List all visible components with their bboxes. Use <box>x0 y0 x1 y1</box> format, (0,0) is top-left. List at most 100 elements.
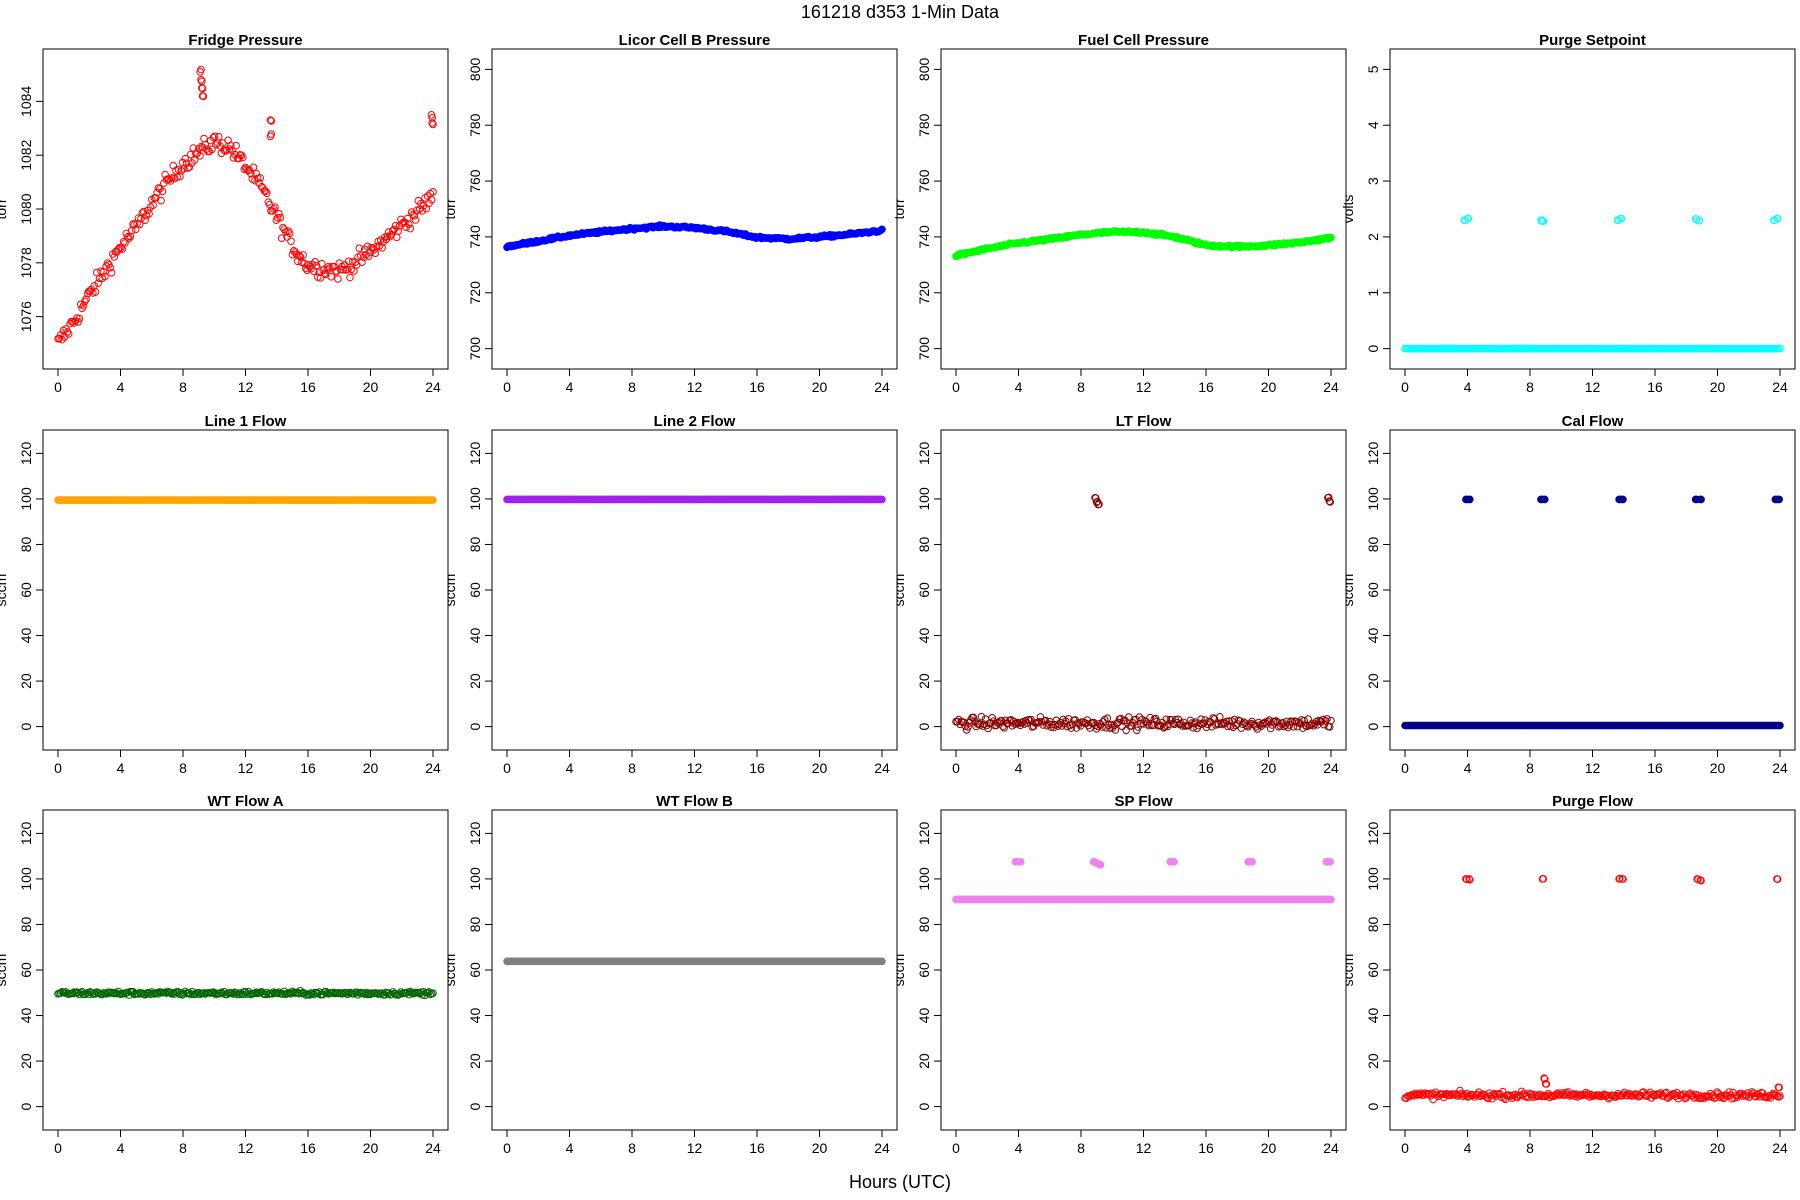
x-tick-label: 16 <box>1198 760 1214 776</box>
x-axis-title: Hours (UTC) <box>849 1172 951 1192</box>
y-axis-label: sccm <box>891 954 907 987</box>
y-tick-label: 0 <box>467 1103 483 1111</box>
y-axis-label: torr <box>442 198 458 219</box>
data-point <box>275 209 283 218</box>
data-point <box>1619 495 1627 504</box>
y-tick-label: 1078 <box>18 247 34 278</box>
y-tick-label: 100 <box>467 867 483 891</box>
data-point <box>300 259 309 268</box>
y-tick-label: 760 <box>467 169 483 193</box>
data-point <box>197 76 205 84</box>
data-point <box>162 176 171 184</box>
data-point <box>1695 216 1704 225</box>
data-point <box>284 227 293 236</box>
y-tick-label: 100 <box>467 487 483 511</box>
data-point <box>118 245 127 253</box>
data-point <box>64 330 73 338</box>
data-point <box>261 187 270 196</box>
chart-panel: SP Flow sccm 0 4 8 12 16 20 24 0 20 40 60 80 100 120 <box>891 793 1347 1156</box>
y-tick-label: 80 <box>18 916 34 932</box>
data-series <box>952 493 1335 735</box>
data-point <box>73 314 81 322</box>
data-point <box>1776 344 1784 353</box>
data-series <box>503 957 886 966</box>
data-point <box>141 216 149 224</box>
data-point <box>346 273 354 282</box>
chart-panel: WT Flow B sccm 0 4 8 12 16 20 24 0 20 40 60 80 100 120 <box>442 793 898 1156</box>
data-series <box>1401 495 1784 730</box>
data-point <box>383 232 392 241</box>
x-tick-label: 12 <box>1136 760 1152 776</box>
x-tick-label: 24 <box>1323 1140 1339 1156</box>
data-point <box>173 173 181 181</box>
chart-panel: Purge Flow sccm 0 4 8 12 16 20 24 0 20 40 60 80 100 120 <box>1340 793 1796 1156</box>
y-tick-label: 100 <box>916 487 932 511</box>
chart-panel: Fridge Pressure torr 0 4 8 12 16 20 24 1076 1078 10… <box>0 32 449 395</box>
y-tick-label: 120 <box>18 441 34 465</box>
data-point <box>878 225 886 234</box>
y-tick-label: 20 <box>467 673 483 689</box>
x-tick-label: 20 <box>363 379 379 395</box>
x-tick-label: 16 <box>1647 760 1663 776</box>
data-point <box>212 141 220 149</box>
data-point <box>220 146 228 154</box>
data-point <box>266 116 275 124</box>
y-tick-label: 80 <box>916 916 932 932</box>
data-point <box>304 261 313 269</box>
panel-title: Purge Setpoint <box>1539 32 1646 49</box>
y-tick-label: 60 <box>916 962 932 978</box>
panel-title: Line 1 Flow <box>205 413 287 430</box>
data-point <box>1775 495 1783 504</box>
y-tick-label: 20 <box>18 673 34 689</box>
y-tick-label: 0 <box>467 723 483 731</box>
x-tick-label: 24 <box>1772 760 1788 776</box>
data-point <box>201 140 210 149</box>
x-tick-label: 8 <box>1526 379 1534 395</box>
data-point <box>423 192 432 200</box>
y-tick-label: 100 <box>18 487 34 511</box>
data-point <box>1017 858 1025 866</box>
x-tick-label: 20 <box>1261 379 1277 395</box>
x-tick-label: 20 <box>1261 760 1277 776</box>
data-point <box>390 225 399 234</box>
x-tick-label: 8 <box>179 1140 187 1156</box>
data-point <box>350 267 358 275</box>
data-point <box>94 279 102 288</box>
data-point <box>249 163 258 172</box>
data-point <box>193 149 202 158</box>
x-tick-label: 0 <box>952 379 960 395</box>
data-point <box>355 244 364 252</box>
data-point <box>240 165 248 174</box>
data-point <box>121 239 129 247</box>
y-tick-label: 40 <box>18 1008 34 1024</box>
data-point <box>315 268 324 277</box>
x-tick-label: 16 <box>1647 379 1663 395</box>
data-series <box>503 221 886 252</box>
data-point <box>245 166 254 174</box>
y-tick-label: 60 <box>1365 582 1381 598</box>
data-point <box>135 220 144 229</box>
chart-panel: Line 1 Flow sccm 0 4 8 12 16 20 24 0 20 40 60 80 100 12… <box>0 413 449 776</box>
x-tick-label: 16 <box>749 1140 765 1156</box>
y-tick-label: 120 <box>916 441 932 465</box>
data-point <box>255 179 263 187</box>
y-tick-label: 120 <box>18 821 34 845</box>
data-point <box>1537 216 1546 224</box>
x-tick-label: 4 <box>1015 379 1023 395</box>
y-tick-label: 0 <box>1365 723 1381 731</box>
data-point <box>394 227 403 235</box>
data-point <box>1326 858 1334 866</box>
data-series <box>1401 874 1784 1104</box>
data-point <box>311 258 319 266</box>
x-tick-label: 24 <box>1323 379 1339 395</box>
y-tick-label: 1084 <box>18 86 34 117</box>
data-point <box>429 496 437 504</box>
y-tick-label: 1 <box>1365 289 1381 297</box>
y-tick-label: 40 <box>916 1008 932 1024</box>
y-tick-label: 740 <box>916 225 932 249</box>
y-tick-label: 2 <box>1365 233 1381 241</box>
x-tick-label: 24 <box>425 760 441 776</box>
x-tick-label: 8 <box>628 760 636 776</box>
x-tick-label: 8 <box>628 379 636 395</box>
panel-title: Purge Flow <box>1552 793 1633 810</box>
